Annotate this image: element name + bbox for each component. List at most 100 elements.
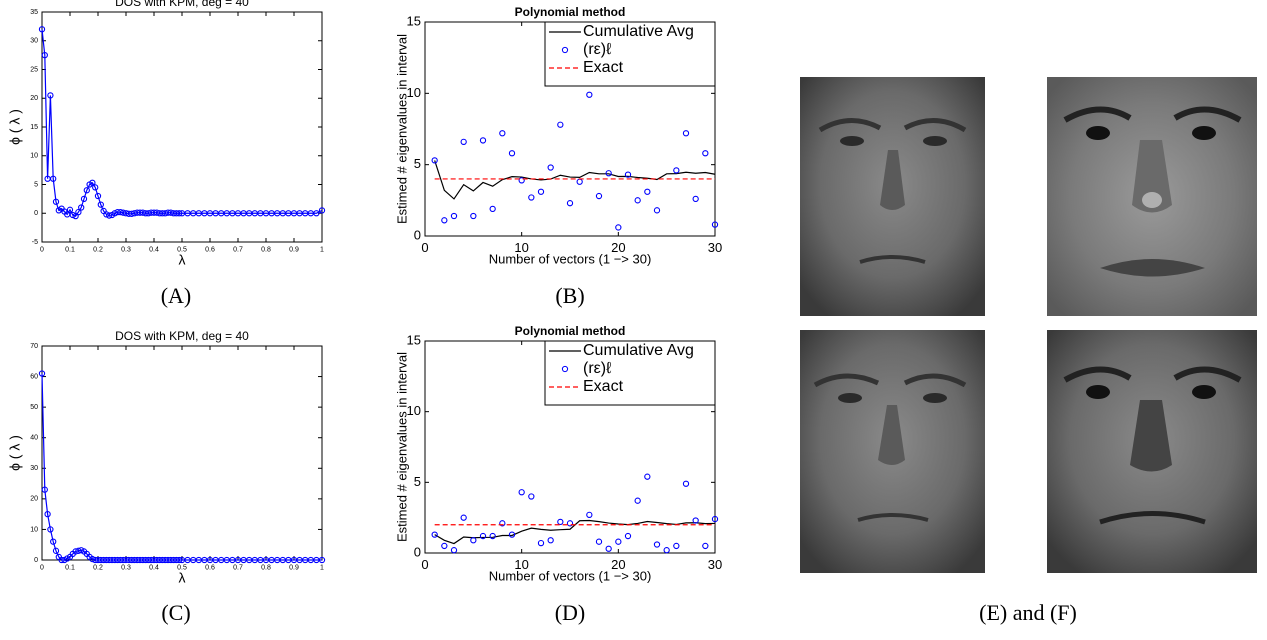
data-point: [52, 547, 60, 554]
data-point: [38, 26, 46, 33]
data-point: [499, 130, 506, 137]
data-point: [634, 197, 641, 204]
data-point: [528, 194, 535, 201]
y-tick-label: 30: [30, 465, 38, 472]
data-point: [128, 210, 135, 217]
data-point: [106, 212, 113, 219]
data-point: [470, 212, 477, 220]
x-axis-label: λ: [179, 570, 186, 586]
y-axis-label: Estimed # eigenvalues in interval: [394, 34, 409, 224]
data-point: [702, 542, 709, 550]
data-point: [50, 538, 57, 545]
y-tick-label: -5: [32, 239, 38, 246]
data-point: [711, 515, 719, 523]
y-tick-label: 0: [414, 227, 421, 242]
data-point: [78, 204, 85, 211]
data-point: [47, 526, 54, 533]
x-tick-label: 10: [514, 557, 528, 572]
plot-frame: [41, 11, 323, 243]
legend-label: Cumulative Avg: [583, 342, 694, 359]
data-point: [50, 175, 57, 182]
data-point: [557, 518, 564, 526]
legend-box: [544, 340, 716, 406]
data-point: [441, 217, 448, 224]
chart-title: DOS with KPM, deg = 40: [115, 0, 249, 9]
data-point: [489, 205, 496, 213]
legend-swatch: [561, 46, 569, 54]
y-tick-label: 25: [30, 66, 38, 73]
legend-swatch: [561, 365, 569, 373]
data-point: [47, 92, 54, 99]
plot-frame: [41, 345, 323, 561]
y-axis-label: Estimed # eigenvalues in interval: [394, 352, 409, 542]
data-point: [605, 170, 612, 177]
x-tick-label: 1: [320, 564, 324, 571]
y-tick-label: 10: [407, 403, 421, 418]
face-images: [800, 77, 1257, 573]
chart: Polynomial method 0 10 20 30 0 5 10 15 Number of …: [394, 324, 722, 583]
data-point: [586, 511, 593, 518]
data-point: [518, 177, 525, 184]
data-point: [460, 138, 467, 145]
data-point: [673, 542, 680, 550]
x-axis-label: Number of vectors (1 −> 30): [489, 569, 652, 584]
data-point: [566, 520, 574, 527]
x-tick-label: 0.3: [121, 246, 131, 253]
data-point: [58, 556, 65, 564]
y-axis-label: ϕ ( λ ): [7, 109, 23, 145]
chart-title: Polynomial method: [515, 324, 626, 338]
y-tick-label: 0: [34, 557, 38, 564]
y-tick-label: 30: [30, 38, 38, 45]
y-tick-label: 10: [30, 153, 38, 160]
x-tick-label: 0.5: [177, 246, 187, 253]
data-point: [508, 150, 516, 157]
x-tick-label: 0.7: [233, 246, 243, 253]
data-point: [450, 547, 458, 554]
y-tick-label: 10: [407, 85, 421, 100]
x-tick-label: 0.7: [233, 564, 243, 571]
data-point: [547, 537, 554, 544]
data-point: [489, 532, 496, 540]
data-point: [38, 370, 46, 377]
face-photo: [800, 77, 985, 316]
data-point: [470, 537, 477, 544]
data-point: [624, 532, 632, 540]
data-point: [318, 556, 326, 564]
data-point: [566, 200, 574, 207]
caption: (D): [555, 600, 586, 625]
data-point: [313, 210, 320, 217]
y-tick-label: 15: [407, 13, 421, 28]
chart-title: Polynomial method: [515, 5, 626, 19]
chart: DOS with KPM, deg = 40 0 0.1 0.2 0.3 0.4 0.5 0.…: [7, 329, 326, 586]
data-point: [431, 531, 438, 538]
data-point: [692, 195, 699, 203]
x-tick-label: 0: [40, 246, 44, 253]
data-point: [682, 130, 690, 137]
y-tick-label: 0: [34, 210, 38, 217]
data-point: [711, 221, 719, 228]
x-tick-label: 0.2: [93, 246, 103, 253]
data-point: [663, 547, 670, 554]
x-tick-label: 0.8: [261, 246, 271, 253]
data-point: [508, 531, 516, 538]
face-photo: [1047, 330, 1257, 573]
legend-label: (rε)ℓ: [583, 360, 611, 377]
y-tick-label: 60: [30, 373, 38, 380]
x-axis-label: Number of vectors (1 −> 30): [489, 252, 652, 267]
x-tick-label: 20: [611, 240, 625, 255]
data-point: [537, 188, 545, 195]
x-tick-label: 0.9: [289, 564, 299, 571]
y-axis-label: ϕ ( λ ): [7, 435, 23, 471]
data-point: [75, 208, 82, 216]
x-tick-label: 1: [320, 246, 324, 253]
y-tick-label: 70: [30, 343, 38, 350]
x-tick-label: 0.4: [149, 564, 159, 571]
caption: (C): [161, 600, 190, 625]
y-tick-label: 15: [30, 124, 38, 131]
data-point: [176, 210, 183, 217]
data-point: [176, 556, 183, 564]
x-tick-label: 10: [514, 240, 528, 255]
data-point: [431, 157, 438, 164]
face-photo: [1047, 77, 1257, 316]
